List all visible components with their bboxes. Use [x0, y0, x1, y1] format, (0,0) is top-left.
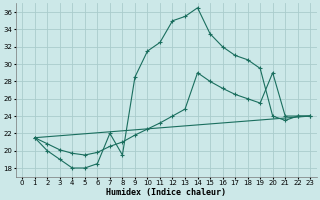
- X-axis label: Humidex (Indice chaleur): Humidex (Indice chaleur): [106, 188, 226, 197]
